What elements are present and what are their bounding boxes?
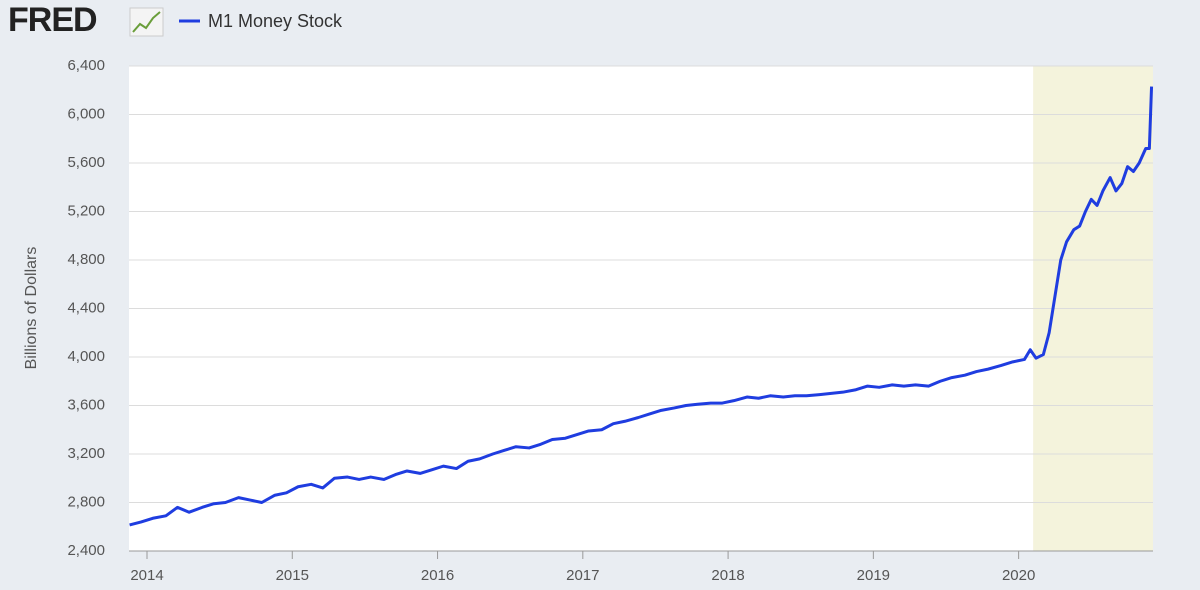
legend-label: M1 Money Stock xyxy=(208,11,343,31)
y-tick-label: 4,400 xyxy=(67,299,105,316)
y-tick-label: 2,400 xyxy=(67,542,105,559)
data-line xyxy=(129,86,1154,527)
y-tick-label: 2,800 xyxy=(67,493,105,510)
y-tick-label: 5,600 xyxy=(67,154,105,171)
y-tick-label: 5,200 xyxy=(67,202,105,219)
y-tick-label: 4,000 xyxy=(67,348,105,365)
logo-icon xyxy=(129,7,164,37)
x-tick-label: 2014 xyxy=(130,567,163,584)
x-tick-label: 2018 xyxy=(711,567,744,584)
y-tick-label: 3,200 xyxy=(67,445,105,462)
x-tick-label: 2017 xyxy=(566,567,599,584)
logo: FRED xyxy=(8,1,97,39)
y-tick-label: 4,800 xyxy=(67,251,105,268)
x-tick-label: 2019 xyxy=(857,567,890,584)
x-tick-label: 2015 xyxy=(276,567,309,584)
y-axis-label: Billions of Dollars xyxy=(23,247,40,370)
y-tick-label: 3,600 xyxy=(67,396,105,413)
x-tick-label: 2020 xyxy=(1002,567,1035,584)
y-tick-label: 6,000 xyxy=(67,105,105,122)
y-tick-label: 6,400 xyxy=(67,57,105,74)
x-tick-label: 2016 xyxy=(421,567,454,584)
